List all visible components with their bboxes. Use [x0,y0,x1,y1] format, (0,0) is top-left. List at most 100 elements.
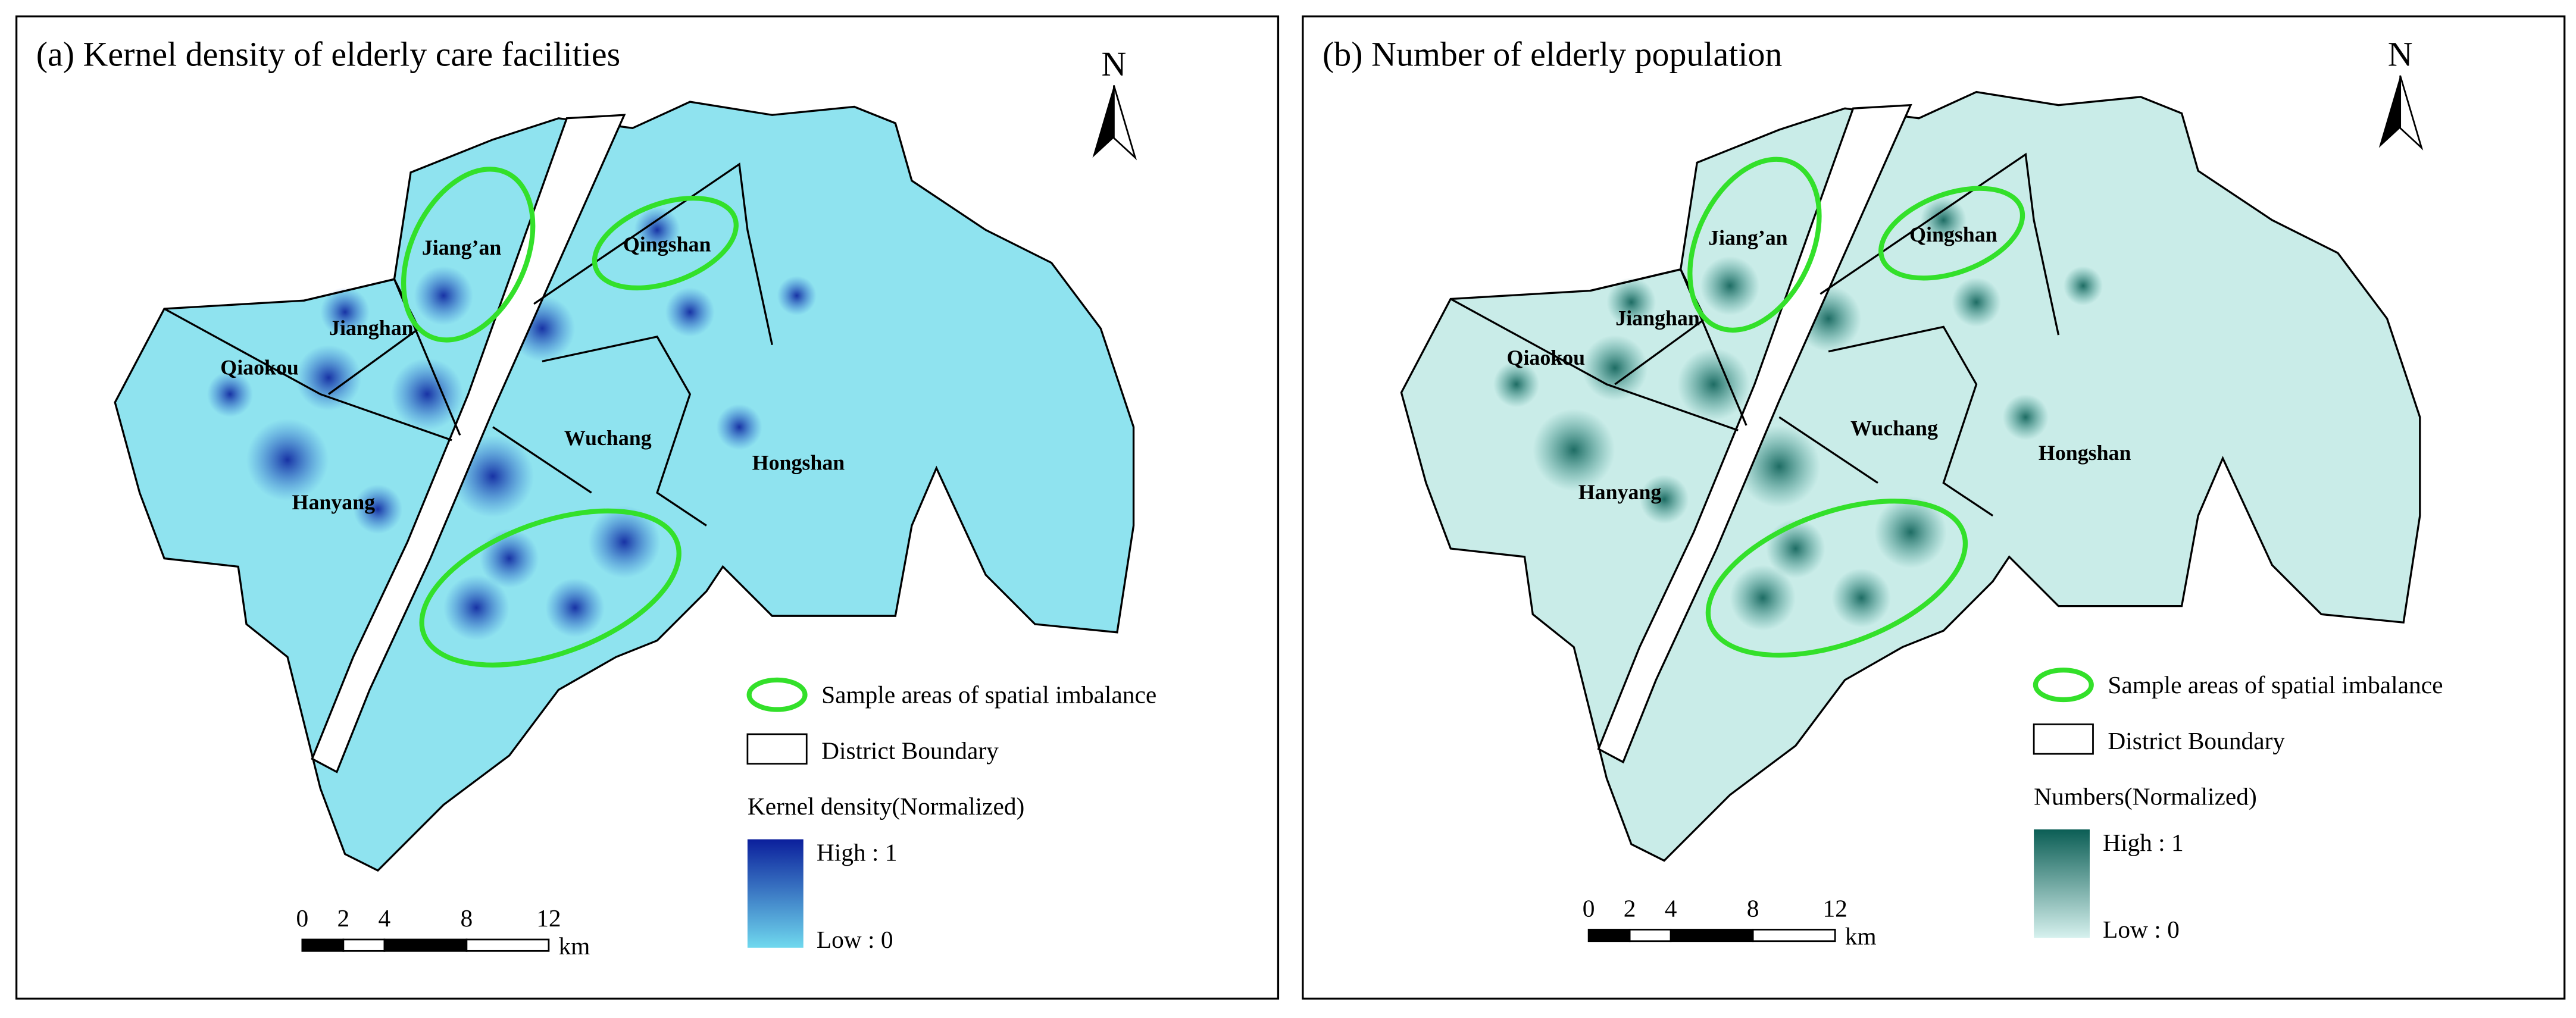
north-label: N [1101,45,1126,83]
density-spot [1677,348,1750,421]
panel-title: (b) Number of elderly population [1323,35,1782,73]
district-boundary [533,162,773,346]
imbalance-area [592,196,739,291]
district-label: Hongshan [2039,441,2131,465]
scale-segment [383,938,468,952]
imbalance-area [419,508,681,668]
river [1597,104,1912,764]
density-spot [1639,474,1689,524]
district-label: Qingshan [1909,223,1997,246]
scale-tick-label: 2 [337,904,350,932]
legend-high: High : 1 [2103,829,2184,856]
district-label: Wuchang [1850,416,1938,440]
district-label: Jianghan [1615,306,1700,330]
scale-segment [1628,929,1672,942]
north-arrow [2399,75,2424,151]
density-spot [545,578,605,638]
scale-tick-label: 8 [461,904,473,932]
legend-box [2033,723,2094,755]
scale-tick-label: 12 [536,904,561,932]
scale-tick-label: 12 [1822,894,1847,922]
density-spot [390,358,464,431]
district-boundary [542,336,707,527]
imbalance-area [1687,156,1822,333]
density-spot [353,484,403,534]
scale-unit: km [558,932,590,960]
density-spot [588,506,661,578]
scale-tick-label: 0 [296,904,309,932]
density-spot [1582,335,1648,401]
imbalance-area [1705,499,1968,658]
map: Jiang’an Jianghan Qiaokou Qingshan Wuchang Ho… [114,45,1156,960]
density-spot [1730,565,1796,631]
scale-segment [1670,929,1754,942]
district-label: Qiaokou [1507,346,1586,369]
district-label: Hongshan [752,451,845,475]
legend-low: Low : 0 [2103,916,2180,943]
scale-segment [342,938,386,952]
density-spot [777,275,817,316]
river [311,114,626,773]
scale-segment [1587,929,1631,942]
district-boundary [1778,416,1878,484]
density-spot [443,575,509,641]
district-label: Hanyang [1578,480,1662,504]
legend-low: Low : 0 [817,926,893,953]
district-boundary [1450,297,1739,431]
scale-unit: km [1845,922,1877,950]
density-spot [246,418,329,501]
scale-tick-label: 4 [379,904,391,932]
density-spot [634,206,680,253]
legend-title: Numbers(Normalized) [2034,783,2257,811]
scale-segment [1752,929,1836,942]
density-spot [207,371,254,418]
density-spot [1493,361,1540,408]
density-spot [1533,409,1615,491]
legend-ellipse [746,677,808,712]
district-label: Qiaokou [220,355,299,379]
legend-ramp [747,839,804,948]
density-spot [665,287,715,337]
legend-ellipse [2033,668,2094,703]
legend-label: Sample areas of spatial imbalance [2108,671,2443,698]
district-label: Qingshan [623,232,711,256]
imbalance-area [401,167,536,343]
density-spot [320,287,370,337]
density-spot [1831,568,1891,628]
legend-box [746,733,808,765]
north-arrow [2378,75,2400,148]
density-spot [1952,277,2001,327]
panel-frame [1302,15,2566,1000]
legend-high: High : 1 [817,839,898,866]
density-spot [1874,496,1947,569]
density-spot [2002,394,2049,440]
legend-ramp [2034,829,2090,938]
density-spot [1606,277,1656,327]
north-arrow [1113,85,1137,161]
north-label: N [2388,35,2413,73]
north-arrow [1092,85,1114,158]
scale-segment [465,938,550,952]
scale-segment [301,938,345,952]
district-label: Jianghan [329,316,414,340]
district-label: Hanyang [292,490,376,514]
imbalance-area [1878,186,2025,281]
panel-title: (a) Kernel density of elderly care facil… [36,35,620,73]
density-spot [1700,256,1760,316]
scale-tick-label: 8 [1747,894,1759,922]
density-spot [716,404,762,450]
density-spot [2063,266,2103,306]
legend-label: Sample areas of spatial imbalance [821,681,1156,708]
district-label: Jiang’an [422,236,502,259]
district-boundary [1820,152,2060,336]
scale-tick-label: 2 [1624,894,1636,922]
map: Jiang’an Jianghan Qiaokou Qingshan Wuchang Ho… [1400,35,2443,950]
district-boundary [492,426,592,494]
district-boundary [164,308,452,441]
legend-label: District Boundary [2108,727,2285,754]
legend-label: District Boundary [821,737,999,764]
panel-frame [15,15,1280,1000]
density-spot [414,266,473,325]
